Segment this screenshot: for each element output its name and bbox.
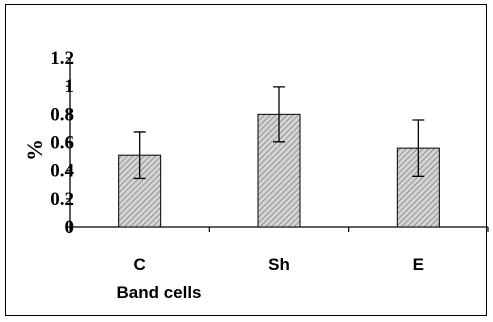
y-tick-label: 1.2 <box>50 48 74 69</box>
y-tick-label: 0.4 <box>50 161 74 182</box>
x-ticks: C Sh E <box>69 227 489 274</box>
y-ticks: 0 0.2 0.4 0.6 0.8 1 1.2 <box>50 48 74 238</box>
error-bars <box>133 86 425 180</box>
y-axis-label: % <box>22 139 47 161</box>
y-tick-label: 0 <box>65 217 75 238</box>
y-tick-label: 0.6 <box>50 133 74 154</box>
y-tick-label: 0.8 <box>50 104 74 125</box>
y-tick-label: 0.2 <box>50 189 74 210</box>
x-tick-label: E <box>413 255 424 274</box>
x-tick-label: C <box>134 255 146 274</box>
x-axis-label: Band cells <box>116 283 201 302</box>
error-bar-c <box>133 131 146 180</box>
error-bar-e <box>412 119 425 177</box>
y-tick-label: 1 <box>65 76 75 97</box>
error-bar-sh <box>273 86 285 143</box>
bar-c <box>118 154 162 228</box>
x-tick-label: Sh <box>268 255 290 274</box>
